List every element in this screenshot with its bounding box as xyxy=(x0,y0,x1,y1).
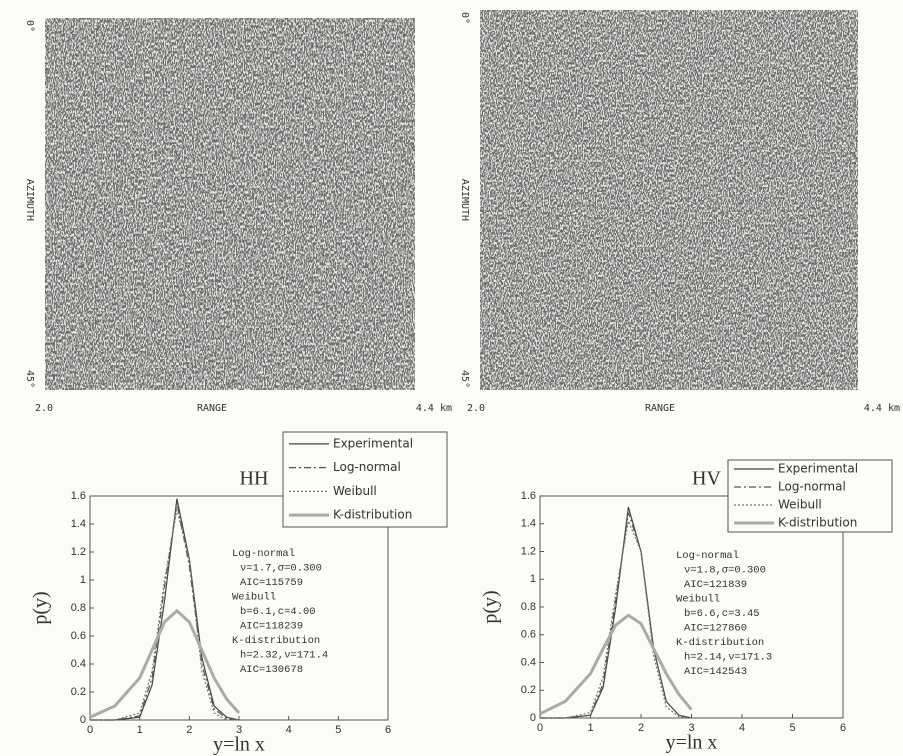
range-label: RANGE xyxy=(645,403,675,414)
annotation: ν=1.8,σ=0.300 xyxy=(684,564,766,576)
annotation: Weibull xyxy=(232,591,276,603)
sar-texture xyxy=(45,18,415,390)
annotation: AIC=121839 xyxy=(684,579,747,591)
range-start: 2.0 xyxy=(467,403,485,414)
y-tick-label: 0.2 xyxy=(521,684,536,696)
y-tick-label: 0.8 xyxy=(521,601,536,613)
series-line xyxy=(540,506,692,719)
annotation: AIC=127860 xyxy=(684,622,747,634)
y-tick-label: 1.4 xyxy=(71,518,86,530)
y-tick-label: 0.2 xyxy=(71,686,86,698)
x-tick-label: 5 xyxy=(335,724,341,736)
azimuth-end: 45° xyxy=(459,370,470,388)
range-label: RANGE xyxy=(197,403,227,414)
legend-label: K-distribution xyxy=(778,516,857,530)
x-tick-label: 2 xyxy=(186,724,192,736)
legend-label: Experimental xyxy=(333,436,413,450)
series-line xyxy=(90,498,240,721)
legend-box xyxy=(727,459,893,533)
y-tick-label: 0.8 xyxy=(71,602,86,614)
azimuth-end: 45° xyxy=(24,370,35,388)
x-tick-label: 6 xyxy=(385,724,391,736)
annotation: AIC=115759 xyxy=(240,577,303,589)
series-line xyxy=(89,608,241,719)
annotation: h=2.14,ν=171.3 xyxy=(684,651,772,663)
x-tick-label: 3 xyxy=(236,724,242,736)
annotation: ν=1.7,σ=0.300 xyxy=(240,562,322,574)
x-axis-label: y=ln x xyxy=(213,734,265,756)
plot-frame xyxy=(89,495,389,721)
legend-label: Log-normal xyxy=(333,460,401,474)
x-axis-label: y=ln x xyxy=(666,732,718,754)
annotation: AIC=118239 xyxy=(240,620,303,632)
azimuth-start: 0° xyxy=(24,20,35,32)
annotation: K-distribution xyxy=(232,635,320,647)
sar-texture xyxy=(480,10,858,390)
x-tick-label: 6 xyxy=(840,722,846,734)
annotation: AIC=130678 xyxy=(240,664,303,676)
y-tick-label: 1.6 xyxy=(521,490,536,502)
chart-title: HH xyxy=(240,468,269,490)
range-end: 4.4 km xyxy=(864,403,900,414)
annotation: Weibull xyxy=(676,593,720,605)
y-tick-label: 0.6 xyxy=(71,630,86,642)
legend-box xyxy=(282,431,448,528)
range-start: 2.0 xyxy=(35,403,53,414)
x-tick-label: 2 xyxy=(638,722,644,734)
x-tick-label: 0 xyxy=(537,722,543,734)
annotation: AIC=142543 xyxy=(684,666,747,678)
x-tick-label: 0 xyxy=(87,724,93,736)
range-end: 4.4 km xyxy=(416,403,452,414)
legend-label: Weibull xyxy=(778,498,822,512)
legend-label: Log-normal xyxy=(778,480,846,494)
y-tick-label: 1.6 xyxy=(71,490,86,502)
annotation: b=6.1,c=4.00 xyxy=(240,606,316,618)
y-tick-label: 1.2 xyxy=(521,545,536,557)
series-line xyxy=(540,512,692,719)
annotation: Log-normal xyxy=(232,548,295,560)
y-axis-label: p(y) xyxy=(480,590,502,623)
series-line xyxy=(90,502,240,721)
azimuth-label: AZIMUTH xyxy=(24,179,35,221)
y-tick-label: 0.4 xyxy=(521,656,536,668)
chart-title: HV xyxy=(692,468,721,490)
azimuth-start: 0° xyxy=(459,12,470,24)
annotation: b=6.6,c=3.45 xyxy=(684,608,760,620)
y-tick-label: 1 xyxy=(530,573,536,585)
series-line xyxy=(540,518,692,719)
y-tick-label: 1.4 xyxy=(521,518,536,530)
legend-label: Weibull xyxy=(333,484,377,498)
x-tick-label: 1 xyxy=(137,724,143,736)
x-tick-label: 4 xyxy=(739,722,745,734)
y-tick-label: 0.4 xyxy=(71,658,86,670)
legend-label: Experimental xyxy=(778,462,858,476)
y-tick-label: 1 xyxy=(80,574,86,586)
azimuth-label: AZIMUTH xyxy=(459,179,470,221)
x-tick-label: 1 xyxy=(587,722,593,734)
x-tick-label: 3 xyxy=(688,722,694,734)
x-tick-label: 5 xyxy=(789,722,795,734)
annotation: Log-normal xyxy=(676,550,739,562)
y-tick-label: 1.2 xyxy=(71,546,86,558)
series-line xyxy=(90,509,239,721)
y-tick-label: 0 xyxy=(530,712,536,724)
annotation: h=2.32,ν=171.4 xyxy=(240,649,328,661)
legend-label: K-distribution xyxy=(333,508,412,522)
y-axis-label: p(y) xyxy=(30,591,52,624)
x-tick-label: 4 xyxy=(286,724,292,736)
y-tick-label: 0 xyxy=(80,714,86,726)
annotation: K-distribution xyxy=(676,637,764,649)
series-line xyxy=(539,613,693,716)
y-tick-label: 0.6 xyxy=(521,629,536,641)
